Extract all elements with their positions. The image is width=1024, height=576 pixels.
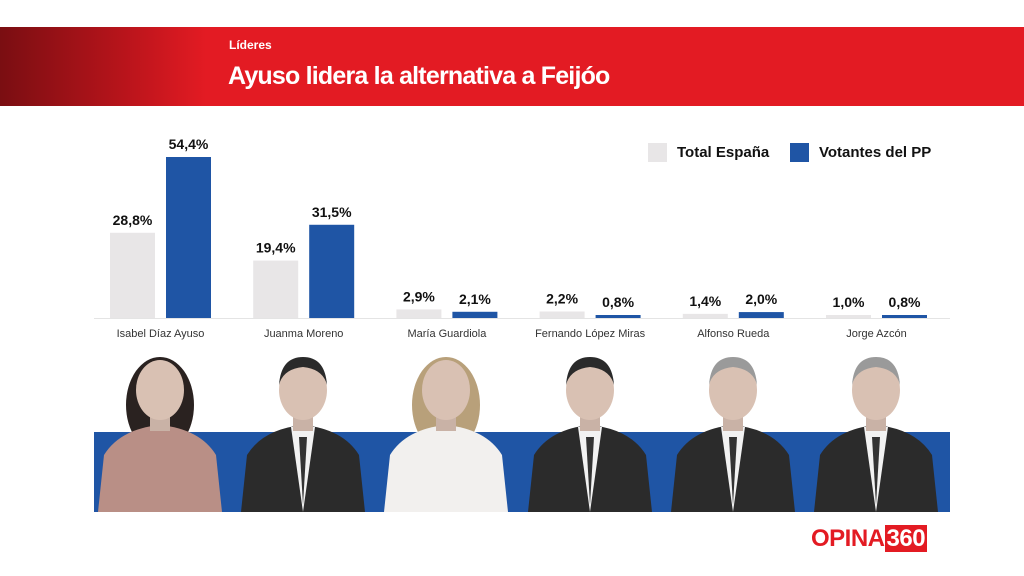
leader-photo — [806, 345, 946, 517]
category-label: Jorge Azcón — [846, 328, 907, 340]
data-label: 2,9% — [403, 288, 435, 304]
data-label: 31,5% — [312, 204, 352, 220]
leader-photo — [233, 345, 373, 517]
data-label: 2,0% — [745, 291, 777, 307]
legend-swatch-pp — [790, 143, 809, 162]
leader-photo — [663, 345, 803, 517]
data-label: 1,4% — [689, 293, 721, 309]
bar-total — [110, 232, 155, 318]
bar-total — [826, 315, 871, 318]
bar-pp — [452, 311, 498, 318]
category-label: María Guardiola — [407, 328, 487, 340]
legend-label-total: Total España — [677, 144, 770, 161]
photo-band — [94, 432, 950, 512]
leader-photo — [376, 345, 516, 517]
data-label: 2,2% — [546, 290, 578, 306]
category-label: Alfonso Rueda — [697, 328, 770, 340]
bar-pp — [309, 224, 355, 318]
leader-photo — [90, 345, 230, 517]
legend-item-pp: Votantes del PP — [790, 143, 931, 162]
data-label: 0,8% — [602, 294, 634, 310]
header-banner: Líderes Ayuso lidera la alternativa a Fe… — [0, 27, 1024, 106]
data-label: 1,0% — [833, 294, 865, 310]
data-label: 0,8% — [889, 294, 921, 310]
data-label: 54,4% — [169, 136, 209, 152]
data-label: 2,1% — [459, 291, 491, 307]
bar-total — [253, 260, 299, 318]
data-label: 19,4% — [256, 240, 296, 256]
category-label: Juanma Moreno — [264, 328, 344, 340]
leaders-photo-strip — [0, 27, 206, 106]
category-label: Isabel Díaz Ayuso — [117, 328, 205, 340]
legend-swatch-total — [648, 143, 667, 162]
bar-total — [539, 311, 585, 318]
person-silhouette-icon — [98, 357, 222, 512]
person-silhouette-icon — [670, 357, 795, 512]
category-label: Fernando López Miras — [535, 328, 646, 340]
legend-item-total: Total España — [648, 143, 769, 162]
person-silhouette-icon — [814, 357, 938, 512]
data-label: 28,8% — [113, 212, 153, 228]
bar-pp — [882, 315, 927, 318]
bar-chart: 28,8% 54,4% Isabel Díaz Ayuso 19,4% 31,5% Jua… — [94, 136, 950, 340]
leader-photo — [520, 345, 660, 517]
person-silhouette-icon — [384, 357, 509, 512]
bar-pp — [738, 312, 784, 318]
person-silhouette-icon — [241, 357, 366, 512]
person-silhouette-icon — [527, 357, 652, 512]
opina360-logo: OPINA360 — [811, 525, 928, 552]
bar-total — [682, 313, 728, 318]
section-kicker: Líderes — [229, 38, 272, 52]
bar-pp — [166, 157, 211, 318]
bar-total — [396, 309, 442, 318]
page-title: Ayuso lidera la alternativa a Feijóo — [228, 62, 610, 90]
bar-pp — [595, 315, 641, 318]
legend-label-pp: Votantes del PP — [819, 144, 932, 161]
